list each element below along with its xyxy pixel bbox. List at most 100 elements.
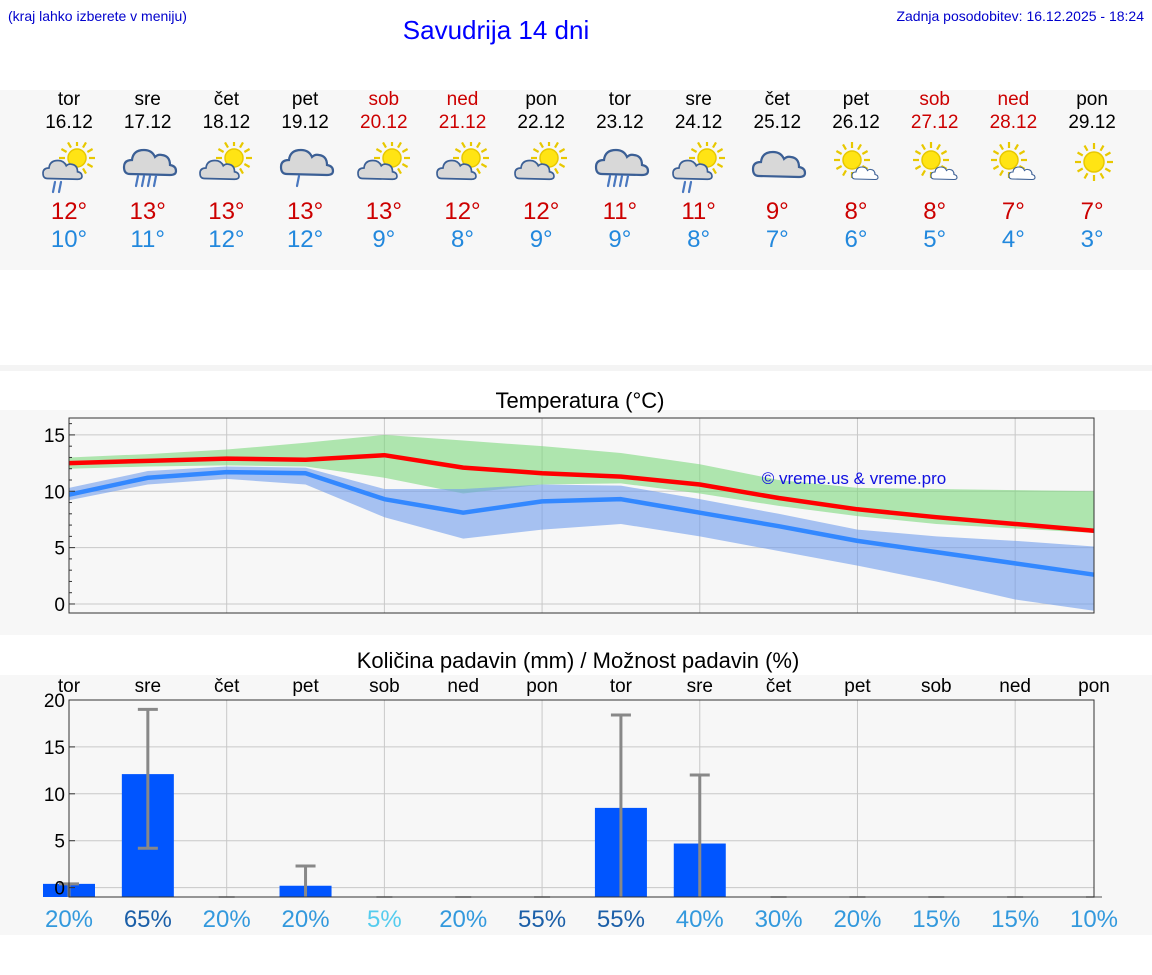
cloud-heavy-rain-icon (120, 142, 180, 194)
x-category-label: sob (369, 676, 400, 697)
day-date: 19.12 (281, 112, 329, 133)
y-tick-label: 5 (54, 832, 65, 853)
temp-min: 5° (923, 226, 947, 253)
day-name: ned (446, 89, 479, 110)
temp-max: 7° (1080, 198, 1104, 225)
precip-probability: 20% (203, 906, 251, 933)
day-date: 27.12 (910, 112, 959, 133)
day-date: 17.12 (123, 112, 172, 133)
sun-small-cloud-icon (907, 142, 967, 194)
y-tick-label: 10 (44, 785, 65, 806)
day-name: čet (213, 89, 240, 110)
daily-forecast: tor 16.12 12° 10° sre 17.12 13° 11° čet 18.12 13° 1… (0, 0, 1152, 270)
x-category-label: ned (447, 676, 479, 697)
day-date: 23.12 (596, 112, 644, 133)
sun-cloud-icon (198, 140, 258, 194)
day-name: sre (134, 89, 161, 110)
day-date: 26.12 (832, 112, 880, 133)
day-date: 24.12 (674, 112, 723, 133)
precip-probability: 65% (124, 906, 172, 933)
x-category-label: tor (610, 676, 633, 697)
day-name: pon (1076, 89, 1108, 110)
location-menu-hint[interactable]: (kraj lahko izberete v meniju) (8, 8, 187, 24)
temp-max: 13° (286, 198, 324, 225)
day-date: 21.12 (438, 112, 487, 133)
day-name: ned (997, 89, 1030, 110)
temp-max: 12° (444, 198, 481, 225)
watermark: © vreme.us & vreme.pro (762, 469, 946, 488)
precipitation-chart-title: Količina padavin (mm) / Možnost padavin … (357, 648, 800, 673)
x-category-label: čet (214, 676, 240, 697)
y-tick-label: 0 (54, 595, 65, 616)
day-name: tor (57, 89, 81, 110)
temp-min: 8° (687, 226, 711, 253)
forecast-band (0, 90, 1152, 270)
sun-cloud-icon (435, 140, 495, 194)
sun-cloud-icon (356, 140, 416, 194)
day-date: 28.12 (989, 112, 1038, 133)
temp-max: 9° (765, 198, 789, 225)
last-update: Zadnja posodobitev: 16.12.2025 - 18:24 (896, 8, 1144, 24)
min-temperature-line (68, 469, 1095, 577)
temp-min: 8° (451, 226, 474, 253)
precip-probability: 5% (367, 906, 402, 933)
temperature-chart: 0 5 10 15 © vreme.us & vreme.pro (44, 417, 1095, 616)
temp-min: 10° (50, 226, 88, 253)
day-name: sre (685, 89, 712, 110)
x-category-label: čet (766, 676, 792, 697)
temp-max: 12° (50, 198, 88, 225)
temp-max: 8° (923, 198, 947, 225)
precip-probability: 30% (755, 906, 803, 933)
sun-cloud-icon (513, 140, 573, 194)
x-category-label: pet (844, 676, 871, 697)
cloud-light-rain-icon (277, 142, 337, 194)
precip-probability: 15% (991, 906, 1039, 933)
day-name: tor (608, 89, 631, 110)
precip-probability: 55% (518, 906, 566, 933)
temp-min: 12° (286, 226, 324, 253)
temp-min: 9° (608, 226, 632, 253)
min-range-band (69, 466, 1094, 611)
cloud-heavy-rain-icon (592, 142, 652, 194)
temp-max: 13° (208, 198, 245, 225)
page-title: Savudrija 14 dni (402, 15, 590, 45)
precip-probability: 15% (912, 906, 960, 933)
temperature-chart-title: Temperatura (°C) (496, 388, 665, 413)
sun-cloud-light-rain-icon (671, 140, 731, 194)
day-date: 25.12 (753, 112, 802, 133)
temp-max: 7° (1001, 198, 1025, 225)
temp-min: 9° (372, 226, 396, 253)
temp-min: 12° (208, 226, 245, 253)
temp-max: 8° (844, 198, 868, 225)
day-date: 29.12 (1068, 112, 1116, 133)
x-category-label: sre (135, 676, 161, 697)
day-name: pet (291, 89, 319, 110)
day-name: pon (525, 89, 558, 110)
sun-small-cloud-icon (828, 142, 888, 194)
precip-probability: 20% (45, 906, 93, 933)
day-name: sob (368, 89, 400, 110)
day-name: pet (842, 89, 870, 110)
y-tick-label: 5 (54, 539, 65, 560)
precip-probability: 40% (676, 906, 724, 933)
precip-probability: 20% (282, 906, 330, 933)
day-date: 22.12 (517, 112, 565, 133)
day-date: 16.12 (45, 112, 93, 133)
x-category-label: sre (687, 676, 713, 697)
y-tick-label: 10 (44, 482, 65, 503)
temp-min: 7° (765, 226, 789, 253)
x-category-label: ned (999, 676, 1031, 697)
day-date: 20.12 (360, 112, 408, 133)
max-temperature-line (68, 452, 1095, 533)
x-category-label: tor (58, 676, 81, 697)
temp-min: 6° (844, 226, 868, 253)
y-tick-label: 0 (54, 879, 65, 900)
sun-small-cloud-icon (985, 142, 1045, 194)
precip-probability: 20% (439, 906, 487, 933)
day-date: 18.12 (202, 112, 251, 133)
precip-probability: 55% (597, 906, 645, 933)
temp-min: 3° (1080, 226, 1104, 253)
x-category-label: pon (526, 676, 558, 697)
y-tick-label: 20 (44, 691, 65, 712)
